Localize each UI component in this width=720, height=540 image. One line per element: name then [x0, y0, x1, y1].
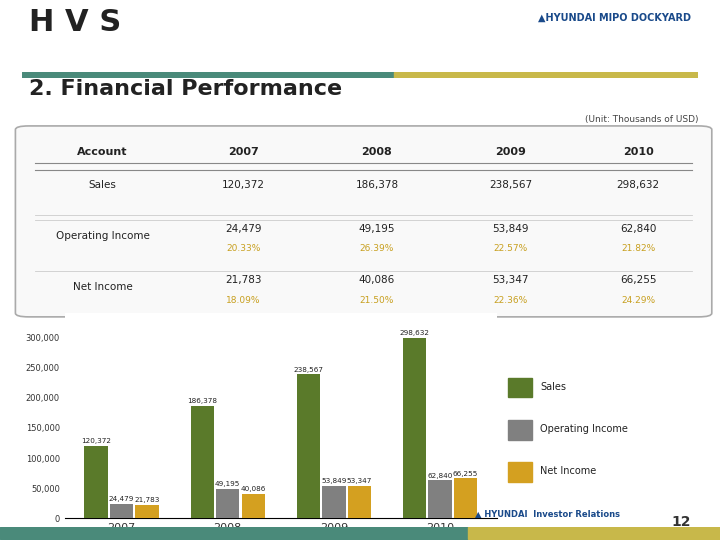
- Text: Net Income: Net Income: [73, 282, 132, 293]
- Text: 49,195: 49,195: [215, 481, 240, 487]
- Bar: [135, 505, 158, 518]
- Text: 2008: 2008: [361, 147, 392, 157]
- Text: (Unit: Thousands of USD): (Unit: Thousands of USD): [585, 116, 698, 124]
- Text: 21,783: 21,783: [135, 497, 160, 503]
- Text: 22.36%: 22.36%: [494, 296, 528, 305]
- Bar: [297, 374, 320, 518]
- FancyBboxPatch shape: [15, 126, 712, 317]
- Text: 21.50%: 21.50%: [360, 296, 394, 305]
- Bar: [110, 504, 133, 518]
- Text: Operating Income: Operating Income: [540, 424, 628, 434]
- Text: 2010: 2010: [623, 147, 654, 157]
- Bar: [394, 72, 698, 78]
- Text: Account: Account: [77, 147, 127, 157]
- Text: 2007: 2007: [228, 147, 258, 157]
- Bar: [191, 406, 214, 518]
- Text: 62,840: 62,840: [428, 472, 453, 478]
- Text: 66,255: 66,255: [620, 275, 657, 285]
- Bar: [508, 462, 532, 482]
- Text: 53,849: 53,849: [492, 224, 529, 234]
- Text: 12: 12: [672, 515, 691, 529]
- Bar: [241, 494, 265, 518]
- Text: 53,347: 53,347: [346, 478, 372, 484]
- Text: 53,347: 53,347: [492, 275, 529, 285]
- Text: 53,849: 53,849: [321, 478, 346, 484]
- Text: 40,086: 40,086: [240, 487, 266, 492]
- Text: H V S: H V S: [29, 8, 121, 37]
- Text: 18.09%: 18.09%: [226, 296, 261, 305]
- Bar: [508, 420, 532, 440]
- Bar: [216, 489, 240, 518]
- Text: 22.57%: 22.57%: [494, 245, 528, 253]
- Text: 120,372: 120,372: [81, 438, 111, 444]
- Bar: [508, 377, 532, 397]
- Text: 49,195: 49,195: [359, 224, 395, 234]
- Bar: [84, 446, 108, 518]
- Text: 238,567: 238,567: [293, 367, 323, 373]
- Bar: [0, 527, 468, 539]
- Text: 20.33%: 20.33%: [226, 245, 260, 253]
- Text: Net Income: Net Income: [540, 467, 597, 476]
- Bar: [322, 486, 346, 518]
- Text: 238,567: 238,567: [490, 180, 533, 190]
- Text: 40,086: 40,086: [359, 275, 395, 285]
- Text: ▲HYUNDAI MIPO DOCKYARD: ▲HYUNDAI MIPO DOCKYARD: [538, 13, 691, 23]
- Text: 298,632: 298,632: [400, 330, 430, 336]
- Bar: [403, 338, 426, 518]
- Text: 24.29%: 24.29%: [621, 296, 655, 305]
- Bar: [428, 481, 451, 518]
- Text: 2009: 2009: [495, 147, 526, 157]
- Bar: [454, 478, 477, 518]
- Text: 21,783: 21,783: [225, 275, 261, 285]
- Text: 24,479: 24,479: [109, 496, 134, 502]
- Text: 298,632: 298,632: [616, 180, 660, 190]
- Bar: [348, 486, 371, 518]
- Text: 186,378: 186,378: [187, 398, 217, 404]
- Text: Sales: Sales: [540, 382, 567, 392]
- Text: 26.39%: 26.39%: [360, 245, 394, 253]
- Text: 62,840: 62,840: [620, 224, 657, 234]
- Bar: [22, 72, 394, 78]
- Text: 186,378: 186,378: [356, 180, 399, 190]
- Text: Operating Income: Operating Income: [55, 231, 149, 241]
- Text: ▲ HYUNDAI  Investor Relations: ▲ HYUNDAI Investor Relations: [474, 509, 620, 518]
- Text: 21.82%: 21.82%: [621, 245, 655, 253]
- Text: 120,372: 120,372: [222, 180, 264, 190]
- Bar: [468, 527, 720, 539]
- Text: 24,479: 24,479: [225, 224, 261, 234]
- Text: Sales: Sales: [89, 180, 117, 190]
- Text: 66,255: 66,255: [453, 470, 478, 477]
- Text: 2. Financial Performance: 2. Financial Performance: [29, 79, 342, 99]
